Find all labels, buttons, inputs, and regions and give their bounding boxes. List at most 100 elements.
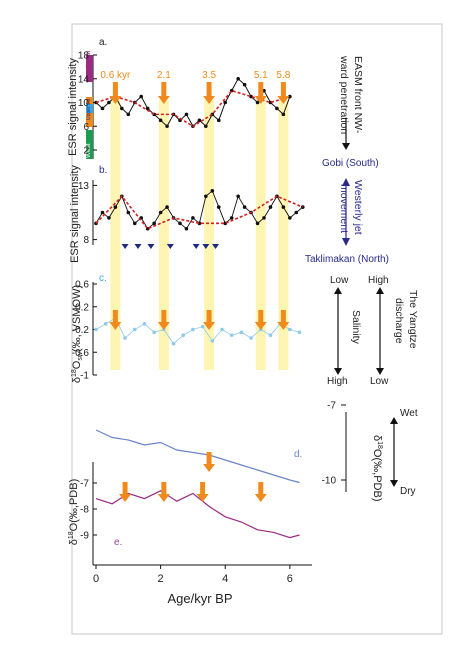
source-bar-orange-2 xyxy=(86,113,93,127)
xtick-label-1: 2 xyxy=(158,573,164,585)
source-bar-west xyxy=(86,130,93,159)
point-c-0 xyxy=(94,327,98,332)
point-a-4 xyxy=(120,106,124,111)
band-1 xyxy=(158,100,169,370)
point-a-29 xyxy=(281,112,286,117)
point-a-7 xyxy=(139,94,144,99)
panel-b-letter: b. xyxy=(99,165,107,176)
point-b-10 xyxy=(158,210,163,215)
point-a-22 xyxy=(236,76,240,81)
ytick-label-a-4: 2 xyxy=(83,146,89,157)
e-arrow-shaft-2 xyxy=(200,482,206,494)
yangtze-label-1: The Yangtze xyxy=(407,290,419,349)
panel-c-ticks: -1 -0.6 -0.2 0.2 0.6 xyxy=(72,280,97,382)
dry-arrow xyxy=(390,480,398,487)
series-line-c xyxy=(95,317,300,345)
c-arrow-head-2 xyxy=(203,322,216,330)
event-arrow-shaft-1 xyxy=(161,82,167,96)
point-a-1 xyxy=(100,106,105,111)
point-b-31 xyxy=(294,210,299,215)
point-c-4 xyxy=(132,327,137,332)
discharge-low: Low xyxy=(370,376,389,387)
panel-e-series xyxy=(95,482,300,539)
westerly-arrow-down xyxy=(342,238,350,246)
point-b-22 xyxy=(236,194,240,199)
ytick-label-e-0: -9 xyxy=(80,531,89,542)
panel-e-ylabel-sup: 18 xyxy=(68,531,75,539)
point-b-27 xyxy=(268,205,273,209)
panel-c-ylabel-o: O xyxy=(71,360,83,369)
panel-b-triangles xyxy=(121,244,220,249)
panel-c-ylabel-sub: sw xyxy=(77,351,84,361)
e-arrow-head-0 xyxy=(119,494,132,502)
point-c-6 xyxy=(152,330,156,335)
discharge-arrow-down xyxy=(376,368,384,375)
point-c-10 xyxy=(191,327,195,332)
triangle-3 xyxy=(166,244,174,249)
c-arrow-shaft-2 xyxy=(206,310,212,322)
panel-e-ticks: -9 -8 -7 xyxy=(80,479,97,542)
dry-label: Dry xyxy=(400,486,416,497)
ytick-label-e-1: -8 xyxy=(80,505,89,516)
point-b-25 xyxy=(255,221,260,226)
westerly-label-1: Westerly jet xyxy=(352,180,364,235)
ytick-label-a-0: 18 xyxy=(78,51,90,62)
panel-d-series xyxy=(95,429,300,484)
discharge-arrow-up xyxy=(376,287,384,294)
wet-label: Wet xyxy=(400,408,418,419)
point-a-14 xyxy=(184,112,189,117)
westerly-label-2: movement xyxy=(338,184,350,233)
point-b-6 xyxy=(132,221,137,226)
gobi-label: Gobi (South) xyxy=(322,158,379,169)
panel-a-event-arrows: 0.6 kyr 2.1 3.5 5.1 5.8 xyxy=(100,70,291,104)
panel-c-ylabel-end: (‰, VSMOW) xyxy=(71,285,83,352)
x-axis: 0 2 4 6 Age/kyr BP xyxy=(93,564,312,606)
taklimakan-label: Taklimakan (North) xyxy=(305,254,389,265)
ytick-label-a-3: 6 xyxy=(83,122,89,133)
ytick-label-c-0: -1 xyxy=(80,371,89,382)
panel-e: -9 -8 -7 δ18O(‰,PDB) e. xyxy=(68,462,300,565)
point-a-25 xyxy=(255,100,260,105)
triangle-4 xyxy=(192,244,200,249)
point-a-19 xyxy=(216,118,221,123)
triangle-0 xyxy=(121,244,129,249)
d-arrow-shaft-0 xyxy=(206,452,212,464)
event-label-0: 0.6 kyr xyxy=(100,70,131,81)
point-c-12 xyxy=(210,339,215,343)
easm-label-2: ward penetration xyxy=(338,55,350,134)
panel-e-letter: e. xyxy=(114,537,122,548)
point-b-21 xyxy=(229,216,234,220)
event-arrow-head-2 xyxy=(203,96,216,104)
point-b-29 xyxy=(281,205,286,209)
panel-c-series xyxy=(94,310,302,346)
panel-b-ylabel: ESR signal intensity xyxy=(69,165,81,263)
easm-label-1: EASM front NW- xyxy=(352,56,364,134)
triangle-6 xyxy=(212,244,220,249)
event-arrow-shaft-2 xyxy=(206,82,212,96)
c-arrow-shaft-1 xyxy=(161,310,167,322)
ytick-label-a-2: 10 xyxy=(78,98,90,109)
yangtze-label-2: discharge xyxy=(393,298,405,344)
event-arrow-head-0 xyxy=(109,96,122,104)
point-b-1 xyxy=(100,210,105,215)
point-b-26 xyxy=(262,216,266,220)
ytick-label-d-1: -7 xyxy=(327,401,336,412)
panel-d-ylabel-delta: δ xyxy=(371,435,383,441)
point-b-19 xyxy=(216,205,221,209)
point-a-17 xyxy=(204,124,208,129)
ytick-label-c-2: -0.2 xyxy=(72,325,90,336)
e-arrow-shaft-3 xyxy=(258,482,264,494)
panel-d-ylabel: δ18O(‰,PDB) xyxy=(371,435,383,501)
event-label-4: 5.8 xyxy=(276,70,290,81)
source-label-west: West xyxy=(85,143,92,158)
event-arrow-shaft-0 xyxy=(112,82,118,96)
event-arrow-head-1 xyxy=(157,96,170,104)
series-line-e xyxy=(95,490,300,539)
panel-a: a. Southeast Upper Jiu West 18 14 10 6 2 ESR… xyxy=(67,37,379,169)
triangle-5 xyxy=(202,244,210,249)
ytick-label-e-2: -7 xyxy=(80,479,89,490)
e-arrow-head-2 xyxy=(196,494,209,502)
point-c-13 xyxy=(220,327,224,332)
